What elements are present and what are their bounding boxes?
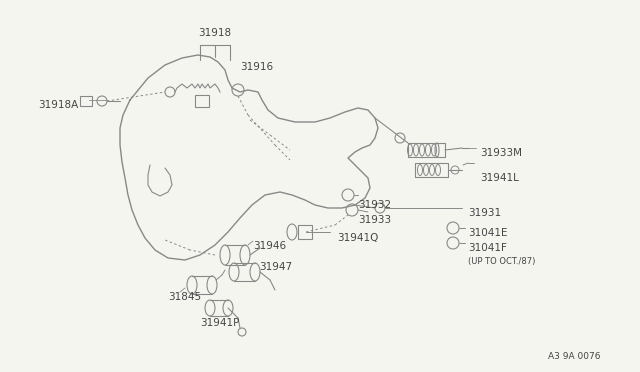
Text: 31933M: 31933M [480, 148, 522, 158]
Text: 31941Q: 31941Q [337, 233, 378, 243]
Bar [195, 95, 209, 107]
Text: 31041F: 31041F [468, 243, 507, 253]
Bar [80, 96, 92, 106]
Text: 31947: 31947 [259, 262, 292, 272]
Bar [298, 225, 312, 239]
Text: 31941L: 31941L [480, 173, 519, 183]
Text: 31845: 31845 [168, 292, 201, 302]
Text: A3 9A 0076: A3 9A 0076 [547, 352, 600, 361]
Text: (UP TO OCT./87): (UP TO OCT./87) [468, 257, 536, 266]
Text: 31918A: 31918A [38, 100, 78, 110]
Text: 31941P: 31941P [200, 318, 240, 328]
Text: 31931: 31931 [468, 208, 501, 218]
Text: 31946: 31946 [253, 241, 286, 251]
Text: 31918: 31918 [198, 28, 232, 38]
Text: 31932: 31932 [358, 200, 391, 210]
Text: 31916: 31916 [240, 62, 273, 72]
Text: 31933: 31933 [358, 215, 391, 225]
Text: 31041E: 31041E [468, 228, 508, 238]
